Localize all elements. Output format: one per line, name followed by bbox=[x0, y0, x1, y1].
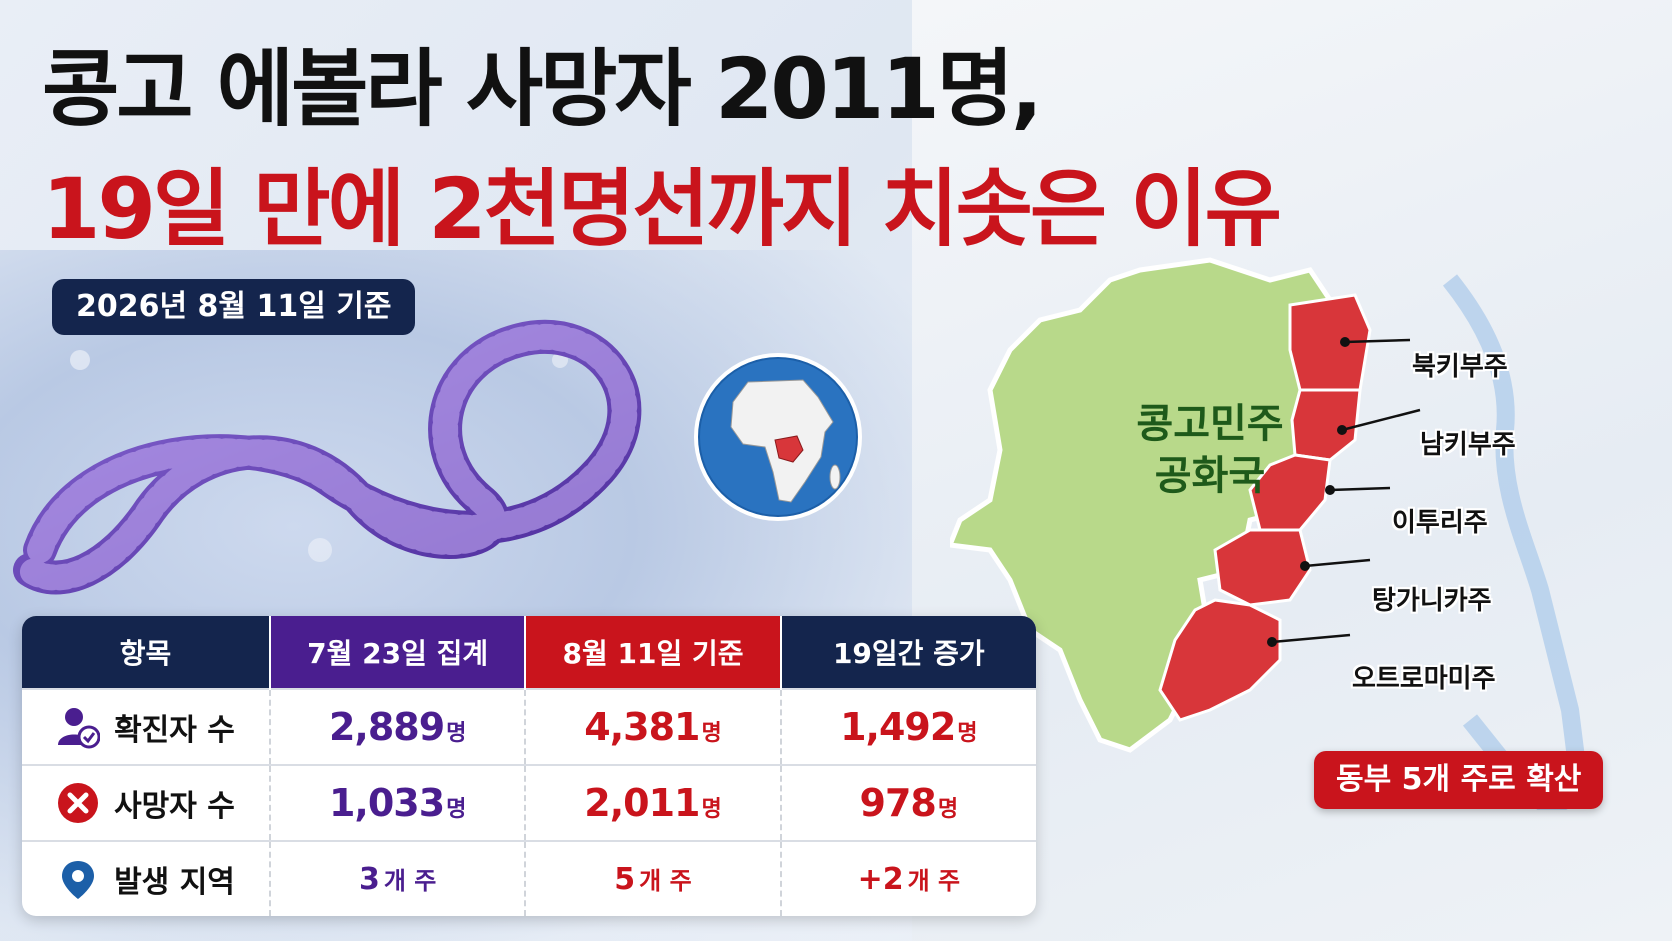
spread-badge: 동부 5개 주로 확산 bbox=[1314, 751, 1604, 809]
deaths-increase-unit: 명 bbox=[937, 797, 959, 823]
tanganyika-region bbox=[1213, 528, 1312, 607]
table-row-confirmed: 확진자 수 2,889명 4,381명 1,492명 bbox=[22, 687, 1036, 766]
confirmed-july-value: 2,889 bbox=[328, 705, 445, 750]
row-label-confirmed: 확진자 수 bbox=[114, 713, 235, 749]
province-label-south-kivu: 남키부주 bbox=[1420, 430, 1516, 460]
header-item: 항목 bbox=[22, 616, 271, 689]
regions-increase-unit: 개 주 bbox=[907, 867, 961, 896]
deaths-july-unit: 명 bbox=[446, 797, 467, 823]
province-label-tanganyika: 탕가니카주 bbox=[1372, 586, 1492, 616]
table-header-row: 항목 7월 23일 집계 8월 11일 기준 19일간 증가 bbox=[22, 616, 1036, 689]
province-label-north-kivu: 북키부주 bbox=[1412, 352, 1508, 382]
haut-lomami-region bbox=[1158, 598, 1282, 722]
statistics-table: 항목 7월 23일 집계 8월 11일 기준 19일간 증가 확진자 bbox=[22, 616, 1036, 916]
ebola-virus-illustration bbox=[13, 319, 642, 595]
regions-aug-value: 5 bbox=[614, 862, 636, 898]
deaths-aug-value: 2,011 bbox=[584, 781, 700, 826]
regions-aug-unit: 개 주 bbox=[639, 867, 692, 896]
headline-line-2: 19일 만에 2천명선까지 치솟은 이유 bbox=[42, 160, 1282, 258]
table-row-deaths: 사망자 수 1,033명 2,011명 978명 bbox=[22, 764, 1036, 842]
deaths-aug-unit: 명 bbox=[701, 797, 722, 823]
regions-increase-value: +2 bbox=[857, 862, 904, 898]
africa-globe-map bbox=[694, 353, 862, 521]
regions-july-unit: 개 주 bbox=[383, 867, 437, 896]
x-circle-icon bbox=[58, 783, 99, 824]
drc-map bbox=[950, 257, 1590, 810]
confirmed-july-unit: 명 bbox=[446, 721, 467, 747]
confirmed-aug-value: 4,381 bbox=[584, 705, 700, 750]
row-label-deaths: 사망자 수 bbox=[114, 789, 235, 825]
country-label: 콩고민주 공화국 bbox=[1110, 398, 1310, 502]
location-pin-icon bbox=[62, 861, 95, 900]
province-label-haut-lomami: 오트로마미주 bbox=[1352, 664, 1496, 694]
confirmed-aug-unit: 명 bbox=[701, 721, 722, 747]
deaths-july-value: 1,033 bbox=[328, 781, 445, 826]
row-label-regions: 발생 지역 bbox=[114, 865, 235, 901]
header-july: 7월 23일 집계 bbox=[270, 616, 527, 689]
country-label-line-1: 콩고민주 bbox=[1136, 401, 1284, 447]
country-label-line-2: 공화국 bbox=[1154, 453, 1266, 499]
regions-july-value: 3 bbox=[358, 862, 380, 898]
person-check-icon bbox=[58, 708, 101, 749]
deaths-increase-value: 978 bbox=[859, 781, 937, 826]
province-label-ituri: 이투리주 bbox=[1392, 508, 1488, 538]
header-increase: 19일간 증가 bbox=[780, 616, 1036, 689]
headline-line-1: 콩고 에볼라 사망자 2011명, bbox=[42, 40, 1043, 138]
confirmed-increase-value: 1,492 bbox=[840, 705, 956, 750]
confirmed-increase-unit: 명 bbox=[957, 721, 978, 747]
date-badge: 2026년 8월 11일 기준 bbox=[52, 279, 416, 335]
header-aug: 8월 11일 기준 bbox=[525, 616, 782, 689]
